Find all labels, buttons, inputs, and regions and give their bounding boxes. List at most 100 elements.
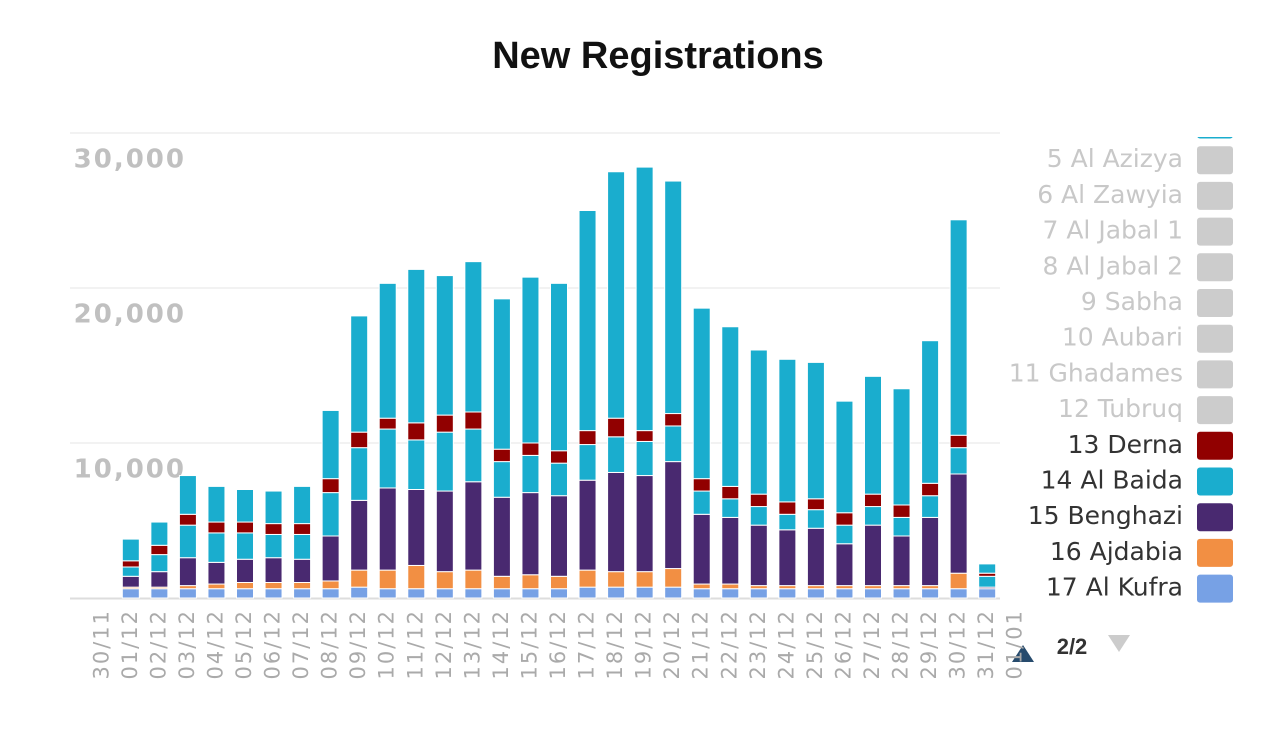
bar-segment	[692, 588, 711, 599]
legend-next[interactable]	[1108, 635, 1130, 652]
bar-segment	[435, 275, 454, 416]
legend-label: 16 Ajdabia	[1050, 537, 1183, 566]
bar-segment	[121, 566, 140, 577]
bar-segment	[207, 485, 226, 523]
bar-segment	[150, 544, 169, 556]
bar-segment	[578, 430, 597, 446]
bar-segment	[635, 430, 654, 442]
bar-segment	[921, 482, 940, 497]
legend-label: 12 Tubruq	[1058, 394, 1183, 423]
bar-segment	[864, 524, 882, 587]
bar-segment	[407, 268, 426, 424]
bar-segment	[692, 307, 711, 480]
legend-label: 10 Aubari	[1062, 323, 1183, 352]
bar-segment	[236, 521, 254, 534]
bar-segment	[949, 434, 968, 449]
bar-segment	[264, 490, 283, 525]
bar-segment	[378, 428, 397, 489]
bar-segment	[378, 487, 397, 571]
legend-label: 8 Al Jabal 2	[1042, 251, 1183, 280]
legend-swatch	[1197, 146, 1233, 175]
bar-segment	[150, 521, 169, 546]
bar-segment	[892, 516, 911, 537]
bar-segment	[607, 571, 626, 588]
bar-segment	[236, 558, 254, 583]
bar-segment	[150, 554, 169, 573]
x-tick-label: 03/12	[175, 609, 199, 680]
bar-segment	[949, 473, 968, 574]
bar-segment	[664, 461, 683, 570]
legend-swatch	[1197, 467, 1233, 496]
bar-segment	[721, 583, 740, 590]
legend-prev[interactable]	[1012, 645, 1034, 662]
bar-segment	[521, 588, 540, 599]
bar-segment	[550, 462, 568, 497]
bar-segment	[550, 575, 568, 590]
bar-segment	[721, 326, 740, 487]
bar-segment	[806, 498, 825, 511]
bar-segment	[778, 501, 797, 515]
x-tick-label: 26/12	[831, 609, 855, 680]
x-tick-label: 09/12	[346, 609, 370, 680]
x-tick-label: 30/12	[946, 609, 970, 680]
bar-segment	[635, 475, 654, 573]
legend-label: 13 Derna	[1068, 430, 1183, 459]
bar-segment	[264, 588, 283, 599]
legend-swatch	[1197, 137, 1233, 139]
bar-segment	[521, 574, 540, 590]
bar-segment	[178, 524, 197, 559]
x-tick-label: 04/12	[203, 609, 227, 680]
bar-segment	[407, 489, 426, 566]
bar-segment	[578, 479, 597, 571]
bar-segment	[892, 588, 911, 599]
bar-segment	[435, 490, 454, 573]
legend-swatch	[1197, 253, 1233, 282]
bar-segment	[207, 588, 226, 599]
bar-segment	[692, 583, 711, 590]
bar-segment	[321, 478, 340, 494]
bar-segment	[293, 588, 312, 599]
bar-segment	[521, 442, 540, 456]
bar-segment	[921, 340, 940, 484]
bar-segment	[806, 588, 825, 599]
bar-segment	[692, 478, 711, 492]
legend-label: 17 Al Kufra	[1046, 573, 1183, 602]
y-tick-label: 10,000	[74, 455, 186, 485]
bars	[121, 166, 997, 599]
legend-label: 11 Ghadames	[1009, 358, 1183, 387]
legend-label: 15 Benghazi	[1028, 501, 1183, 530]
bar-segment	[835, 512, 854, 526]
legend-swatch	[1197, 324, 1233, 353]
bar-segment	[550, 450, 568, 464]
y-tick-label: 30,000	[74, 145, 186, 175]
bar-segment	[664, 586, 683, 599]
bar-segment	[435, 431, 454, 492]
bar-segment	[607, 471, 626, 573]
bar-segment	[435, 571, 454, 590]
legend: 4 Tripoli 5 Al Azizya 6 Al Zawyia 7 Al Jaba…	[1009, 137, 1233, 603]
legend-label: 5 Al Azizya	[1047, 144, 1183, 173]
bar-segment	[435, 588, 454, 599]
x-tick-label: 06/12	[261, 609, 285, 680]
bar-segment	[236, 532, 254, 560]
bar-segment	[778, 529, 797, 587]
x-tick-label: 01/12	[118, 609, 142, 680]
x-tick-label: 28/12	[889, 609, 913, 680]
bar-segment	[550, 282, 568, 452]
bar-segment	[835, 588, 854, 599]
x-tick-label: 01/01	[1003, 609, 1027, 680]
bar-segment	[578, 586, 597, 599]
x-tick-label: 14/12	[489, 609, 513, 680]
bar-segment	[749, 349, 768, 495]
bar-segment	[607, 171, 626, 419]
bar-segment	[806, 527, 825, 587]
bar-segment	[293, 558, 312, 583]
bar-segment	[178, 475, 197, 515]
bar-segment	[578, 444, 597, 481]
bar-segment	[864, 493, 882, 508]
x-tick-label: 08/12	[318, 609, 342, 680]
bar-segment	[121, 575, 140, 588]
x-tick-label: 25/12	[803, 609, 827, 680]
bar-segment	[721, 485, 740, 500]
